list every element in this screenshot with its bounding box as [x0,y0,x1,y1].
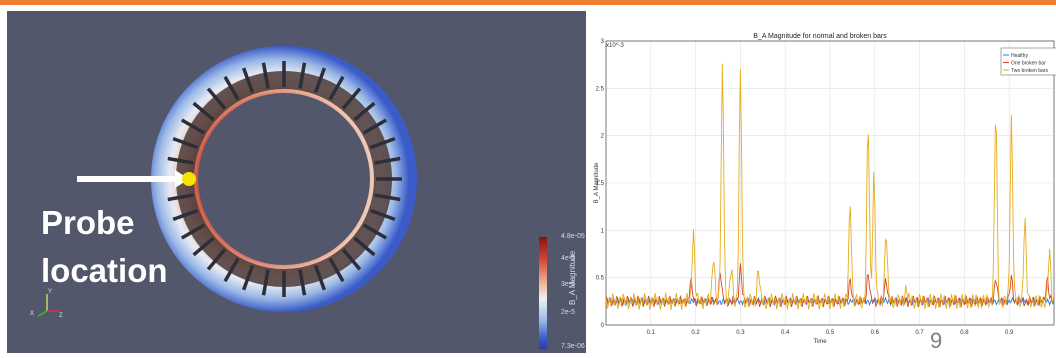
probe-label-line1: Probe [41,204,135,241]
colorbar-tick: 7.3e-06 [561,343,585,350]
rotor-bar [328,75,345,101]
simulation-view: Y X Z Probe location 4.8e-05 4e-5 3e-5 2… [7,11,586,353]
axis-y-label: Y [48,289,52,295]
x-axis-label: Time [813,339,827,345]
rotor-bar [313,264,327,291]
rotor-bar [341,248,362,271]
rotor-bar [206,248,227,271]
rotor-bar [180,118,206,135]
line-chart: B_A Magnitude for normal and broken bars… [592,11,1056,353]
rotor-bar [172,208,199,222]
rotor-bar [341,87,362,110]
colorbar-tick: 4.8e-05 [561,233,585,240]
rotor-bar [298,62,307,89]
x-tick-label: 0.5 [826,330,835,336]
motor-cross-section: Y X Z [30,46,547,349]
legend-entry: Healthy [1011,53,1028,59]
probe-marker [182,172,196,186]
axis-z-label: Z [59,313,63,319]
rotor-bar [223,75,240,101]
rotor-bar [374,193,401,202]
rotor-bar [328,257,345,283]
rotor-bar [353,101,376,122]
rotor-bar [261,62,270,89]
slide-number: 9 [930,328,943,353]
rotor-bar [192,236,215,257]
rotor-bar [353,236,376,257]
rotor-bar [362,223,388,240]
legend-box [1000,47,1056,76]
x-tick-label: 0.1 [647,330,656,336]
rotor-bar [241,67,255,94]
rotor-bar [374,156,401,165]
x-tick-label: 0.9 [1005,330,1014,336]
rotor-bars [166,61,402,297]
series-line [605,63,1055,310]
colorbar-tick: 4e-5 [561,255,576,262]
y-axis-label: B_A Magnitude [594,162,600,203]
legend-entry: One broken bar [1011,61,1046,67]
colorbar [539,237,547,349]
rotor-bar [369,136,396,150]
rotor-bar [261,269,270,296]
y-exponent: x10^-3 [606,43,624,49]
colorbar-tick: 2e-5 [561,309,576,316]
probe-label-line2: location [41,252,168,289]
axis-x-label: X [30,311,34,317]
legend-entry: Two broken bars [1011,68,1048,74]
rotor-bar [206,87,227,110]
colorbar-tick: 3e-5 [561,281,576,288]
y-tick-label: 0 [601,323,605,329]
y-tick-label: 2.5 [596,86,605,92]
rotor-bar [180,223,206,240]
rotor-bar [298,269,307,296]
y-tick-label: 0.5 [596,276,605,282]
x-tick-label: 0.7 [915,330,924,336]
chart-title: B_A Magnitude for normal and broken bars [753,33,887,40]
x-tick-label: 0.4 [781,330,790,336]
rotor-bar [167,193,194,202]
x-tick-label: 0.2 [691,330,700,336]
top-accent-bar [0,0,1056,5]
x-tick-label: 0.8 [960,330,969,336]
axes-triad: Y X Z [30,289,63,319]
airgap-hole [198,93,370,265]
rotor-bar [369,208,396,222]
rotor-bar [223,257,240,283]
y-tick-label: 1 [601,228,605,234]
rotor-bar [313,67,327,94]
rotor-bar [362,118,388,135]
x-tick-label: 0.6 [871,330,880,336]
y-tick-label: 3 [601,39,605,45]
x-tick-label: 0.3 [736,330,745,336]
y-tick-label: 2 [601,134,605,140]
rotor-bar [167,156,194,165]
plot-frame [605,40,1055,326]
chart-svg: B_A Magnitude for normal and broken bars… [594,33,1056,345]
colorbar-title: B_A Magnitude [568,250,577,305]
rotor-bar [172,136,199,150]
y-tick-label: 1.5 [596,181,605,187]
rotor-bar [192,101,215,122]
rotor-bar [241,264,255,291]
